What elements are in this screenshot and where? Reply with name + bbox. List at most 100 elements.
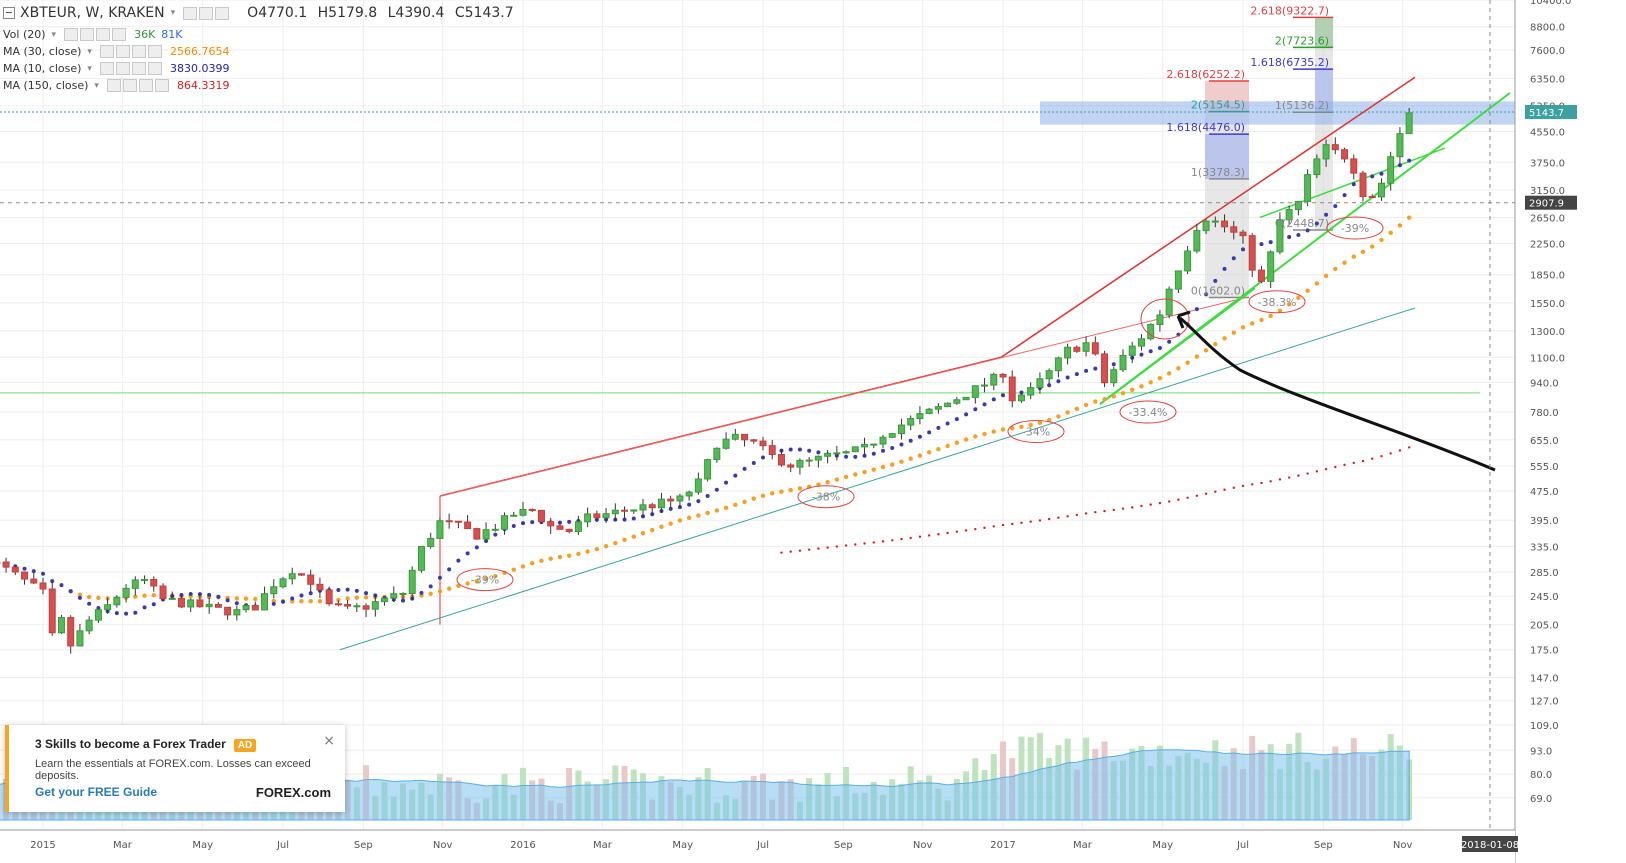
plus-icon[interactable] <box>96 28 111 41</box>
close-icon[interactable]: × <box>323 733 335 749</box>
candle <box>141 575 149 584</box>
candle-body <box>851 446 859 453</box>
eye-icon[interactable] <box>99 62 114 75</box>
candle-body <box>971 385 979 398</box>
ma-point <box>1241 247 1245 252</box>
ma-point <box>659 524 664 529</box>
ma-point <box>1379 237 1384 243</box>
indicator-row[interactable]: MA (10, close) ▾ 3830.0399 <box>0 60 520 77</box>
candle <box>297 573 305 576</box>
ma-point <box>1241 484 1245 488</box>
candle-body <box>261 593 269 611</box>
ad-link[interactable]: Get your FREE Guide <box>35 785 158 799</box>
close-icon[interactable] <box>147 45 162 58</box>
ma-point <box>87 601 92 606</box>
candle-body <box>1267 251 1275 282</box>
eye-icon[interactable] <box>183 6 198 20</box>
collapse-icon[interactable] <box>3 7 15 19</box>
candle-body <box>1313 158 1321 176</box>
candle <box>1304 169 1312 206</box>
close-icon[interactable] <box>215 6 230 20</box>
ma-point <box>1093 366 1098 371</box>
support-trendline <box>339 307 1416 651</box>
ma-point <box>345 596 350 601</box>
candle <box>1313 154 1321 179</box>
ma-point <box>1130 387 1135 393</box>
close-icon[interactable] <box>147 62 162 75</box>
ma-point <box>1324 212 1329 217</box>
ma-point <box>197 592 202 597</box>
candle-body <box>759 440 767 447</box>
candle-body <box>1147 324 1155 340</box>
close-icon[interactable] <box>112 28 127 41</box>
time-tick-label: Jul <box>276 840 289 851</box>
settings-icon[interactable] <box>115 45 130 58</box>
indicator-name[interactable]: MA (30, close) <box>3 45 82 58</box>
eye-icon[interactable] <box>106 79 121 92</box>
chevron-down-icon[interactable]: ▾ <box>94 80 99 91</box>
candle <box>1202 219 1210 235</box>
candle-body <box>574 521 582 532</box>
eye-icon[interactable] <box>99 45 114 58</box>
ma-point <box>585 549 590 554</box>
candle <box>251 601 259 611</box>
ma-point <box>1351 254 1356 259</box>
ma-point <box>862 469 867 475</box>
ma-point <box>521 521 525 526</box>
settings-icon[interactable] <box>199 6 214 20</box>
ma-point <box>946 531 949 535</box>
ma-point <box>1278 478 1282 481</box>
ma-point <box>899 442 904 447</box>
ma-point <box>733 502 738 508</box>
ma-point <box>456 558 461 563</box>
arrow-line <box>1179 316 1496 472</box>
ma-point <box>917 434 922 439</box>
ma-point <box>1102 396 1107 402</box>
indicator-row[interactable]: MA (30, close) ▾ 2566.7654 <box>0 43 520 60</box>
chevron-down-icon[interactable]: ▾ <box>87 63 92 74</box>
symbol-label[interactable]: XBTEUR, W, KRAKEN <box>20 5 165 21</box>
candle <box>408 566 416 600</box>
plus-icon[interactable] <box>131 62 146 75</box>
ma-point <box>271 598 276 604</box>
ma-point <box>1287 476 1291 479</box>
indicator-name[interactable]: MA (150, close) <box>3 79 89 92</box>
candle <box>814 455 822 468</box>
candle-body <box>1101 353 1109 384</box>
advertisement-popup[interactable]: 3 Skills to become a Forex Trader AD × Le… <box>5 725 345 812</box>
ma-point <box>872 541 875 544</box>
indicator-row[interactable]: MA (150, close) ▾ 864.3319 <box>0 77 520 94</box>
ma-point <box>336 588 341 593</box>
time-tick-label: Sep <box>354 840 373 851</box>
indicator-value: 864.3319 <box>176 79 230 92</box>
indicator-name[interactable]: MA (10, close) <box>3 62 82 75</box>
ma-point <box>59 583 64 588</box>
price-tick-label: 655.0 <box>1530 436 1559 447</box>
ma-point <box>1121 507 1125 510</box>
drawdown-marker <box>1248 290 1306 314</box>
plus-icon[interactable] <box>131 45 146 58</box>
eye-icon[interactable] <box>64 28 79 41</box>
close-icon[interactable] <box>154 79 169 92</box>
ma-point <box>936 425 941 430</box>
chevron-down-icon[interactable]: ▾ <box>51 29 57 40</box>
indicator-row[interactable]: Vol (20) ▾ 36K 81K <box>0 26 520 43</box>
indicator-name[interactable]: Vol (20) <box>3 28 46 41</box>
candle <box>1128 341 1136 364</box>
chevron-down-icon[interactable]: ▾ <box>87 46 92 57</box>
ma-point <box>474 545 479 550</box>
candle <box>362 603 370 618</box>
settings-icon[interactable] <box>115 62 130 75</box>
settings-icon[interactable] <box>122 79 137 92</box>
chevron-down-icon[interactable]: ▾ <box>170 8 176 18</box>
candle <box>1285 205 1293 225</box>
fib-level-label: 1.618(4476.0) <box>1166 121 1245 134</box>
candle-body <box>205 603 213 608</box>
candle-body <box>787 464 795 468</box>
plus-icon[interactable] <box>138 79 153 92</box>
candle <box>371 594 379 617</box>
ma-point <box>880 464 886 470</box>
settings-icon[interactable] <box>80 28 95 41</box>
candle-body <box>676 495 684 502</box>
